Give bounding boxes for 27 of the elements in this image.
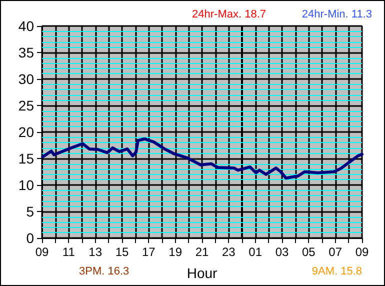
x-axis-title: Hour	[186, 265, 218, 281]
y-tick-label: 40	[18, 18, 34, 34]
x-tick-label: 15	[115, 245, 129, 259]
y-tick-label: 25	[18, 98, 34, 114]
x-tick-label: 05	[302, 245, 316, 259]
y-tick-label: 20	[18, 124, 34, 140]
x-tick-label: 19	[168, 245, 182, 259]
x-tick-label: 17	[142, 245, 156, 259]
y-tick-label: 15	[18, 150, 34, 166]
x-tick-label: 11	[62, 245, 76, 259]
x-tick-label: 01	[248, 245, 262, 259]
x-tick-label: 21	[195, 245, 209, 259]
text: 24hr-Max. 18.7	[192, 8, 266, 20]
text: 9AM. 15.8	[312, 266, 362, 278]
y-tick-label: 10	[18, 177, 34, 193]
y-tick-label: 35	[18, 44, 34, 60]
y-tick-label: 0	[26, 230, 34, 246]
text: 24hr-Min. 11.3	[302, 8, 372, 20]
y-tick-label: 30	[18, 71, 34, 87]
x-tick-label: 13	[88, 245, 102, 259]
x-tick-label: 03	[275, 245, 289, 259]
x-tick-label: 09	[355, 245, 369, 259]
x-tick-label: 07	[328, 245, 342, 259]
x-tick-label: 23	[222, 245, 236, 259]
y-tick-label: 5	[26, 204, 34, 220]
text: 3PM. 16.3	[79, 266, 130, 278]
x-tick-label: 09	[35, 245, 49, 259]
